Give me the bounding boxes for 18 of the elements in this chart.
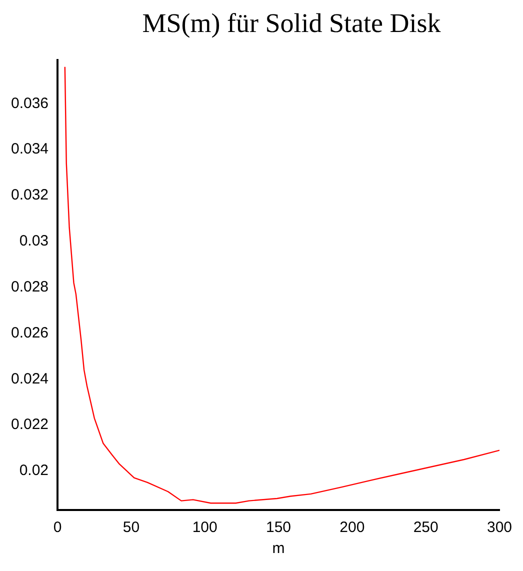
y-tick-label: 0.024 (10, 370, 49, 388)
x-tick-label: 200 (340, 519, 365, 536)
y-tick-label: 0.026 (10, 324, 49, 342)
y-tick-label: 0.022 (10, 416, 49, 434)
y-tick-label: 0.032 (10, 186, 49, 204)
y-tick-label: 0.034 (10, 140, 49, 158)
x-tick-label: 300 (486, 519, 512, 536)
chart-title: MS(m) für Solid State Disk (141, 8, 442, 40)
x-tick-label: 250 (413, 519, 438, 536)
x-tick-label: 100 (192, 519, 218, 536)
y-tick-label: 0.03 (19, 232, 49, 250)
y-tick-label: 0.02 (19, 462, 49, 480)
y-tick-label: 0.036 (10, 94, 49, 112)
x-tick-label: 0 (53, 519, 62, 536)
x-tick-label: 50 (122, 519, 140, 536)
x-axis-title: m (272, 540, 285, 558)
y-tick-label: 0.028 (10, 278, 49, 296)
x-tick-label: 150 (266, 519, 292, 536)
